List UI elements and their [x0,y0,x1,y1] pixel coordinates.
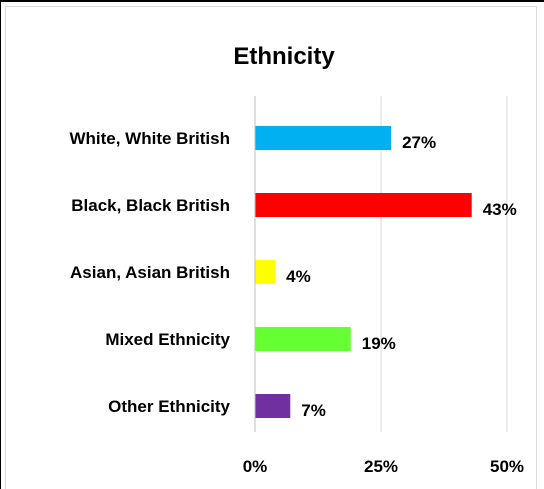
value-label-4: 7% [301,401,326,420]
bar-1 [255,193,472,217]
category-label-0: White, White British [69,129,230,148]
x-tick-label-50: 50% [490,457,524,476]
value-label-0: 27% [402,133,436,152]
chart-title: Ethnicity [233,43,335,70]
window-top-border [0,0,544,2]
value-labels: 27% 43% 4% 19% 7% [286,133,517,420]
bar-4 [255,394,291,418]
bar-0 [255,126,392,150]
x-tick-label-25: 25% [364,457,398,476]
value-label-1: 43% [483,200,517,219]
gridlines [254,96,508,432]
x-tick-label-0: 0% [243,457,268,476]
x-tick-labels: 0% 25% 50% [243,457,524,476]
value-label-3: 19% [362,334,396,353]
value-label-2: 4% [286,267,311,286]
category-label-3: Mixed Ethnicity [105,330,230,349]
bars [255,126,472,418]
bar-3 [255,327,351,351]
category-label-4: Other Ethnicity [108,397,230,416]
category-label-2: Asian, Asian British [70,263,230,282]
bar-2 [255,260,276,284]
category-label-1: Black, Black British [71,196,230,215]
category-labels: White, White British Black, Black British… [69,129,230,416]
window-left-border [0,0,1,489]
